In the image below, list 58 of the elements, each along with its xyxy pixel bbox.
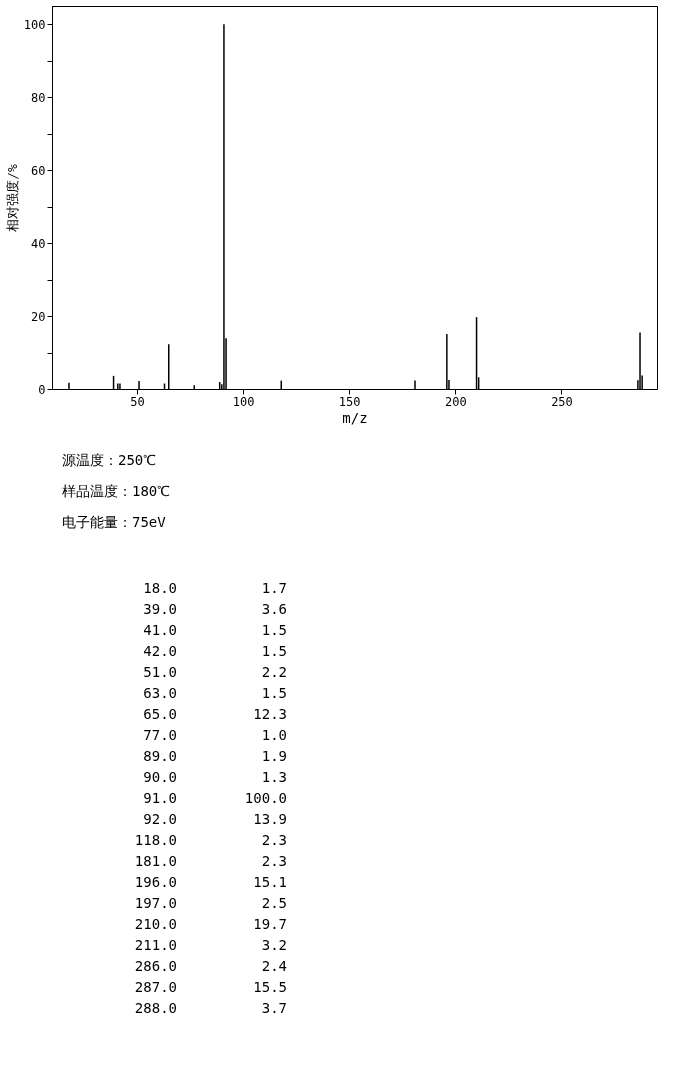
category-label: 39.0: [143, 601, 177, 617]
text: 2.3: [261, 853, 287, 869]
category-label: 51.0: [143, 664, 177, 680]
category-label: 196.0: [134, 874, 177, 890]
category-label: 288.0: [134, 1000, 177, 1016]
text: 13.9: [253, 811, 287, 827]
text: 19.7: [253, 916, 287, 932]
y-tick-label: 100: [23, 17, 46, 32]
x-tick-label: 100: [232, 394, 255, 409]
text: 1.3: [261, 769, 287, 785]
y-tick-label: 40: [31, 236, 46, 251]
y-tick-label: 20: [31, 309, 46, 324]
text: 2.5: [261, 895, 287, 911]
text: 2.2: [261, 664, 287, 680]
x-axis-title: m/z: [342, 409, 368, 426]
category-label: 42.0: [143, 643, 177, 659]
text: 15.5: [253, 979, 287, 995]
category-label: 18.0: [143, 580, 177, 596]
text: 2.3: [261, 832, 287, 848]
text: 3.2: [261, 937, 287, 953]
y-tick-label: 0: [38, 382, 46, 397]
text: 100.0: [244, 790, 287, 806]
category-label: 210.0: [134, 916, 177, 932]
category-label: 286.0: [134, 958, 177, 974]
x-tick-label: 200: [444, 394, 467, 409]
text: 15.1: [253, 874, 287, 890]
x-tick-label: 150: [338, 394, 361, 409]
category-label: 77.0: [143, 727, 177, 743]
text: 1.5: [261, 685, 287, 701]
text: 1.5: [261, 643, 287, 659]
text: 1.9: [261, 748, 287, 764]
text: 3.7: [261, 1000, 287, 1016]
category-label: 181.0: [134, 853, 177, 869]
text: 12.3: [253, 706, 287, 722]
y-tick-label: 60: [31, 163, 46, 178]
text: 样品温度：180℃: [62, 483, 171, 499]
category-label: 89.0: [143, 748, 177, 764]
category-label: 41.0: [143, 622, 177, 638]
text: 2.4: [261, 958, 287, 974]
text: 1.5: [261, 622, 287, 638]
category-label: 65.0: [143, 706, 177, 722]
text: 源温度：250℃: [62, 452, 157, 468]
text: 1.7: [261, 580, 287, 596]
category-label: 63.0: [143, 685, 177, 701]
text: 3.6: [261, 601, 287, 617]
category-label: 92.0: [143, 811, 177, 827]
category-label: 91.0: [143, 790, 177, 806]
text: 1.0: [261, 727, 287, 743]
category-label: 90.0: [143, 769, 177, 785]
category-label: 197.0: [134, 895, 177, 911]
text: 电子能量：75eV: [62, 514, 167, 530]
category-label: 287.0: [134, 979, 177, 995]
y-tick-label: 80: [31, 90, 46, 105]
category-label: 211.0: [134, 937, 177, 953]
x-tick-label: 50: [130, 394, 145, 409]
x-tick-label: 250: [551, 394, 573, 409]
y-axis-title: 相对强度/%: [4, 164, 20, 232]
category-label: 118.0: [134, 832, 177, 848]
